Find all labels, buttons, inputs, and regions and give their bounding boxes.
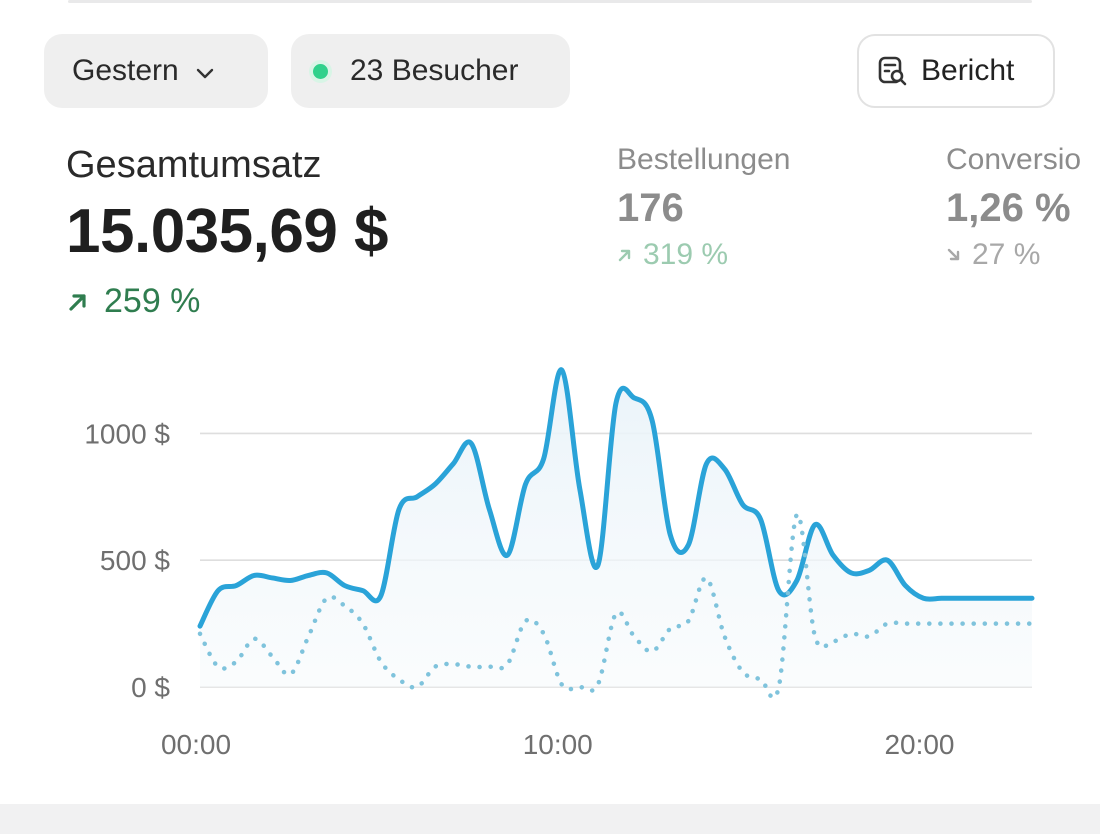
report-button-label: Bericht bbox=[921, 54, 1015, 87]
chevron-down-icon bbox=[193, 59, 217, 83]
top-divider bbox=[68, 0, 1032, 3]
trend-up-icon bbox=[618, 249, 631, 262]
date-range-select[interactable]: Gestern bbox=[44, 34, 268, 108]
x-tick-label: 00:00 bbox=[161, 729, 231, 760]
current-period-line bbox=[197, 367, 1035, 629]
conversion-label: Conversio bbox=[946, 143, 1082, 176]
report-search-icon bbox=[878, 56, 907, 86]
sales-line-chart: 0 $ 500 $ 1000 $ 00:00 10:00 20:00 bbox=[84, 367, 1035, 760]
x-tick-label: 10:00 bbox=[523, 729, 593, 760]
y-tick-label: 1000 $ bbox=[84, 418, 170, 449]
total-sales-change-value: 259 % bbox=[104, 282, 201, 320]
x-tick-label: 20:00 bbox=[884, 729, 954, 760]
orders-value: 176 bbox=[617, 186, 684, 230]
y-tick-label: 500 $ bbox=[100, 545, 170, 576]
total-sales-value: 15.035,69 $ bbox=[66, 197, 389, 266]
total-sales-change: 259 % bbox=[66, 282, 200, 321]
conversion-value: 1,26 % bbox=[946, 186, 1071, 230]
conversion-change-value: 27 % bbox=[972, 238, 1041, 271]
orders-change: 319 % bbox=[617, 238, 728, 272]
visitors-count: 23 Besucher bbox=[350, 54, 519, 87]
previous-period-line bbox=[197, 512, 1035, 701]
bottom-bar bbox=[0, 804, 1100, 834]
date-range-label: Gestern bbox=[72, 54, 179, 87]
current-period-area bbox=[200, 369, 1032, 687]
sales-chart: 0 $ 500 $ 1000 $ 00:00 10:00 20:00 bbox=[0, 330, 1100, 790]
conversion-change: 27 % bbox=[946, 238, 1040, 272]
orders-label: Bestellungen bbox=[617, 143, 791, 176]
orders-change-value: 319 % bbox=[643, 238, 729, 271]
total-sales-label: Gesamtumsatz bbox=[66, 144, 322, 186]
report-button[interactable]: Bericht bbox=[857, 34, 1055, 108]
live-visitors-badge[interactable]: 23 Besucher bbox=[291, 34, 570, 108]
trend-down-icon bbox=[947, 248, 960, 261]
live-status-icon bbox=[313, 63, 328, 79]
y-tick-label: 0 $ bbox=[131, 672, 170, 703]
trend-up-icon bbox=[69, 293, 86, 311]
